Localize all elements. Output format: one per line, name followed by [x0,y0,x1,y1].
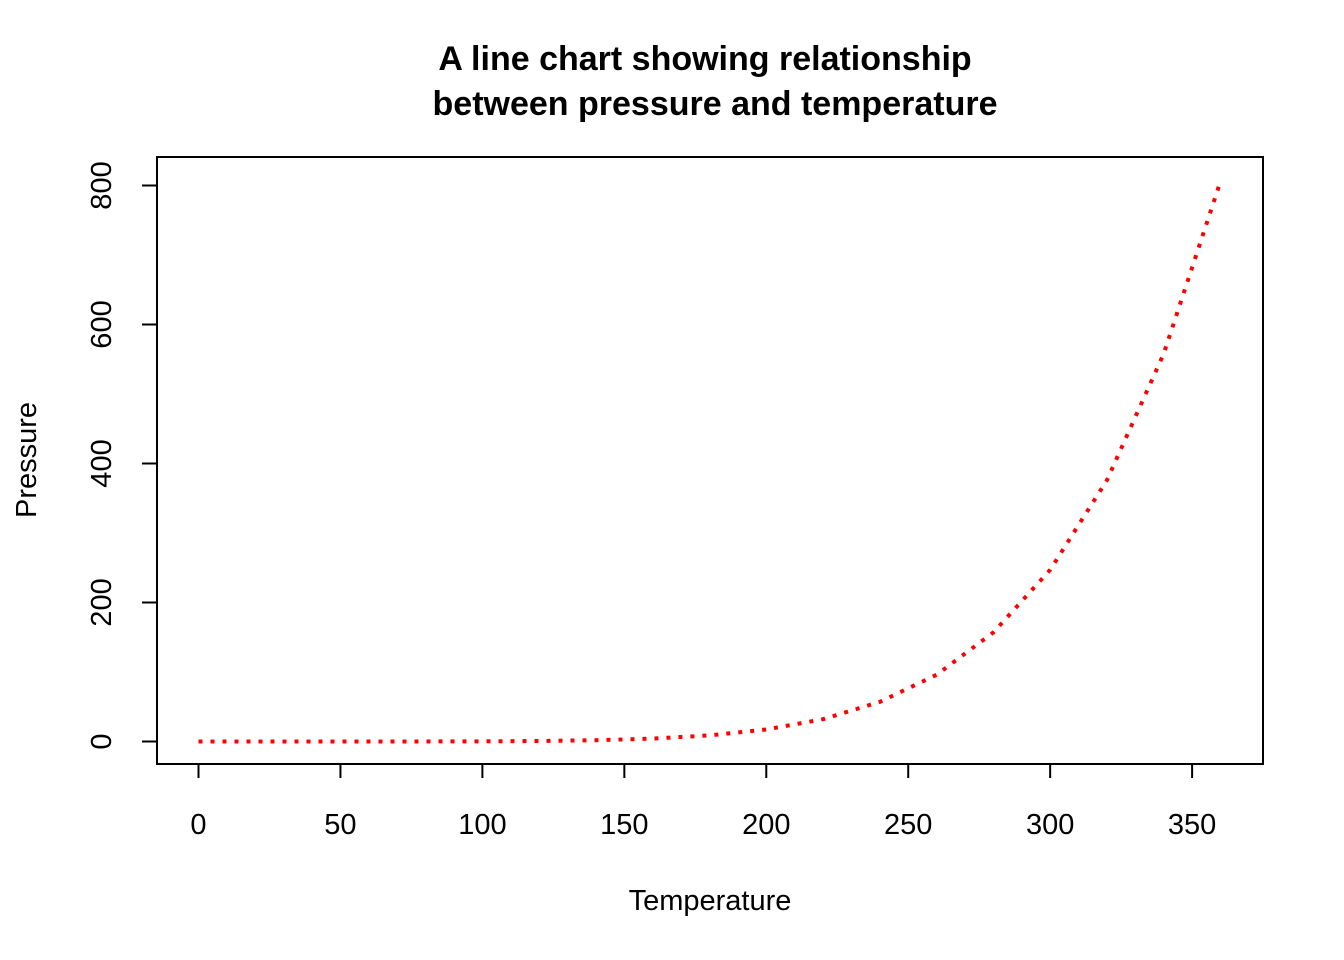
y-tick-label: 600 [86,300,118,348]
x-axis-label: Temperature [629,885,792,917]
x-tick-label: 300 [1026,809,1074,841]
series-layer [198,180,1223,744]
chart-title-line-1: A line chart showing relationship [438,40,971,78]
y-tick-label: 800 [86,161,118,209]
x-tick-label: 250 [884,809,932,841]
y-axis: 0 200 400 600 800 [86,161,158,750]
series-line-1 [198,180,1223,744]
x-tick-label: 0 [190,809,206,841]
y-tick-label: 200 [86,578,118,626]
y-axis-label: Pressure [11,402,43,518]
y-tick-label: 0 [86,733,118,749]
x-tick-label: 50 [324,809,356,841]
x-tick-label: 200 [742,809,790,841]
x-tick-label: 350 [1168,809,1216,841]
x-axis: 0 50 100 150 200 250 300 350 [190,763,1216,841]
x-tick-label: 150 [600,809,648,841]
chart-title-line-2: between pressure and temperature [433,85,998,123]
y-tick-label: 400 [86,439,118,487]
x-tick-label: 100 [458,809,506,841]
